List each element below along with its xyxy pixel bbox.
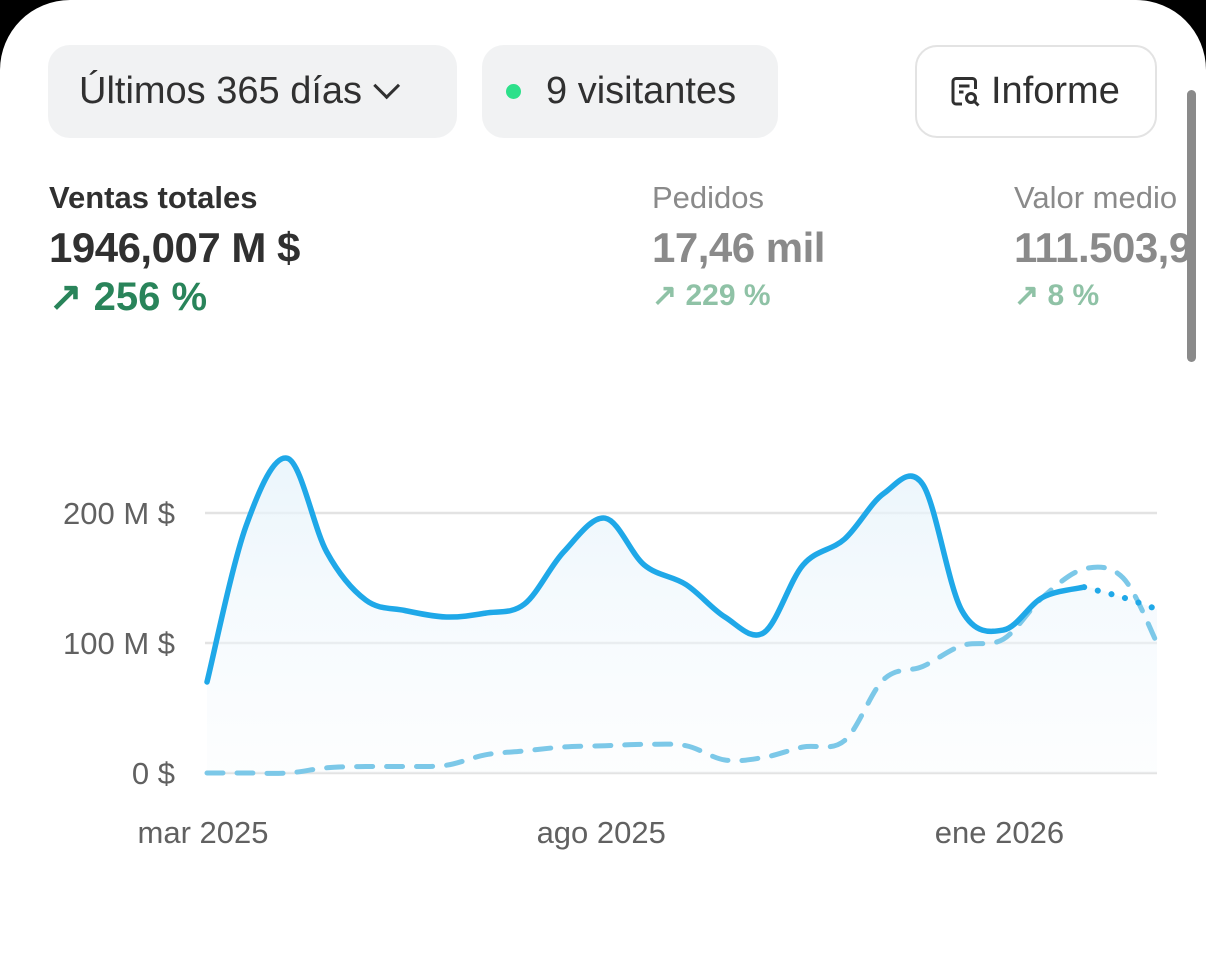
metric-value: 111.503,9 <box>1014 224 1192 271</box>
comparison-series-line <box>204 564 1160 776</box>
sales-chart: 0 $ 100 M $ 200 M $ mar 2025 ago 2025 ene 202… <box>63 455 1160 850</box>
report-search-icon <box>951 76 980 107</box>
metric-change: 8 % <box>1047 279 1100 312</box>
metric-label: Valor medio <box>1014 180 1178 215</box>
metric-orders[interactable]: Pedidos 17,46 mil ↗ 229 % <box>652 180 825 313</box>
x-tick-label: ago 2025 <box>537 815 666 850</box>
date-range-label: Últimos 365 días <box>79 70 363 112</box>
x-tick-label: ene 2026 <box>935 815 1064 850</box>
report-button[interactable]: Informe <box>915 45 1157 138</box>
live-visitors-button[interactable]: 9 visitantes <box>482 45 778 138</box>
y-tick-label: 0 $ <box>132 756 175 791</box>
metric-label: Pedidos <box>652 180 765 215</box>
arrow-up-right-icon: ↗ <box>49 275 94 319</box>
y-tick-label: 100 M $ <box>63 626 175 661</box>
metric-value: 1946,007 M $ <box>49 224 300 271</box>
y-tick-label: 200 M $ <box>63 496 175 531</box>
metric-total-sales[interactable]: Ventas totales 1946,007 M $ ↗ 256 % <box>49 180 300 320</box>
scrollbar[interactable] <box>1187 90 1196 362</box>
metric-average-order-value[interactable]: Valor medio 111.503,9 ↗ 8 % <box>1014 180 1192 313</box>
chevron-down-icon <box>373 72 401 100</box>
arrow-up-right-icon: ↗ <box>1014 279 1048 312</box>
current-series-line <box>204 455 1087 685</box>
report-label: Informe <box>991 70 1120 112</box>
series-area <box>207 458 1157 773</box>
metric-label: Ventas totales <box>49 180 258 215</box>
date-range-selector[interactable]: Últimos 365 días <box>48 45 457 138</box>
metric-value: 17,46 mil <box>652 224 825 271</box>
x-tick-label: mar 2025 <box>138 815 269 850</box>
metric-change: 256 % <box>93 275 208 319</box>
arrow-up-right-icon: ↗ <box>652 279 686 312</box>
metric-change: 229 % <box>685 279 771 312</box>
current-series-projection-line <box>1081 584 1160 613</box>
visitors-label: 9 visitantes <box>546 70 737 112</box>
live-dot-icon <box>506 84 521 99</box>
